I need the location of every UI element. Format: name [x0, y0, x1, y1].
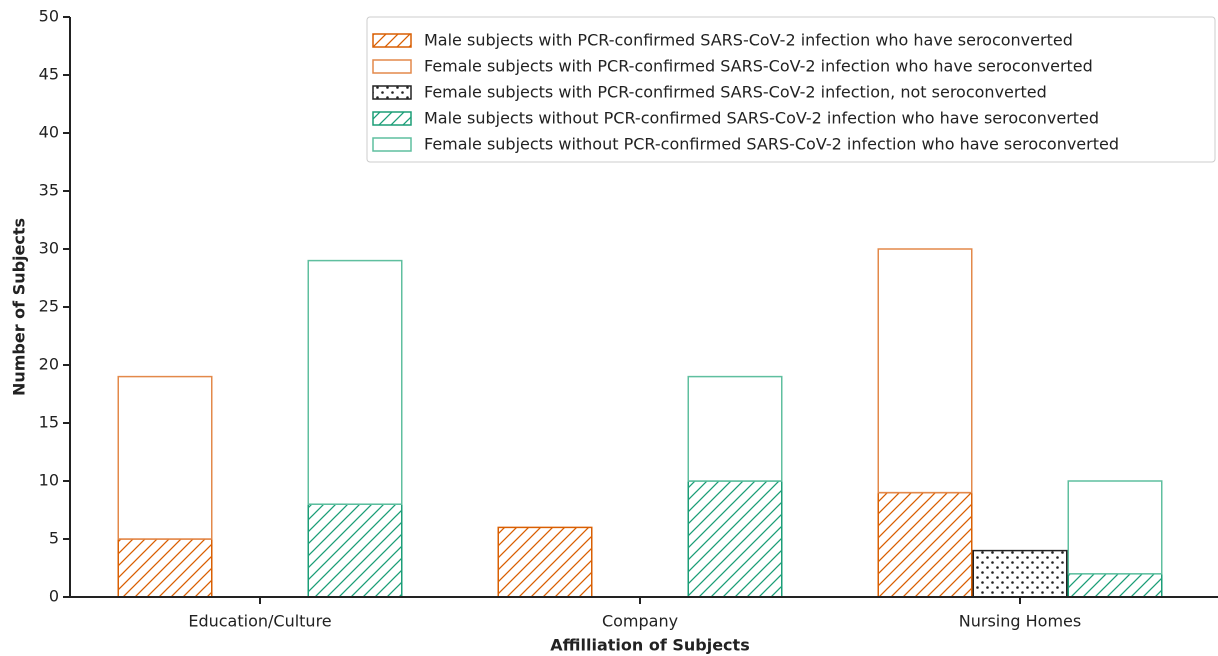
y-tick-label: 25 [39, 297, 59, 316]
legend-swatch [372, 59, 412, 74]
bar [687, 480, 783, 598]
legend-box [366, 16, 1216, 163]
bar [877, 491, 973, 598]
legend-label: Female subjects without PCR-confirmed SA… [424, 135, 1119, 154]
y-tick-label: 40 [39, 123, 59, 142]
bar [307, 259, 403, 505]
y-tick-label: 15 [39, 413, 59, 432]
bar [1067, 480, 1163, 575]
legend-swatch [372, 111, 412, 126]
y-tick-label: 45 [39, 65, 59, 84]
bar [117, 375, 213, 540]
legend-label: Female subjects with PCR-confirmed SARS-… [424, 57, 1093, 76]
x-tick-label: Education/Culture [188, 612, 331, 631]
bar [877, 248, 973, 494]
y-axis-label: Number of Subjects [10, 218, 29, 396]
y-tick-label: 5 [49, 529, 59, 548]
y-tick-label: 30 [39, 239, 59, 258]
legend-label: Male subjects with PCR-confirmed SARS-Co… [424, 31, 1073, 50]
bar [497, 526, 593, 598]
x-tick-label: Company [602, 612, 678, 631]
legend-label: Female subjects with PCR-confirmed SARS-… [424, 83, 1047, 102]
y-tick-label: 50 [39, 7, 59, 26]
bar [307, 503, 403, 598]
x-tick-label: Nursing Homes [959, 612, 1081, 631]
y-tick-label: 35 [39, 181, 59, 200]
y-tick-label: 10 [39, 471, 59, 490]
legend-swatch [372, 137, 412, 152]
bar [117, 538, 213, 598]
legend-swatch [372, 33, 412, 48]
bar [687, 375, 783, 482]
legend-label: Male subjects without PCR-confirmed SARS… [424, 109, 1099, 128]
bar [972, 549, 1068, 598]
y-tick-label: 20 [39, 355, 59, 374]
bar [1067, 573, 1163, 598]
y-tick-label: 0 [49, 587, 59, 606]
x-axis-label: Affilliation of Subjects [550, 636, 749, 655]
legend-swatch [372, 85, 412, 100]
